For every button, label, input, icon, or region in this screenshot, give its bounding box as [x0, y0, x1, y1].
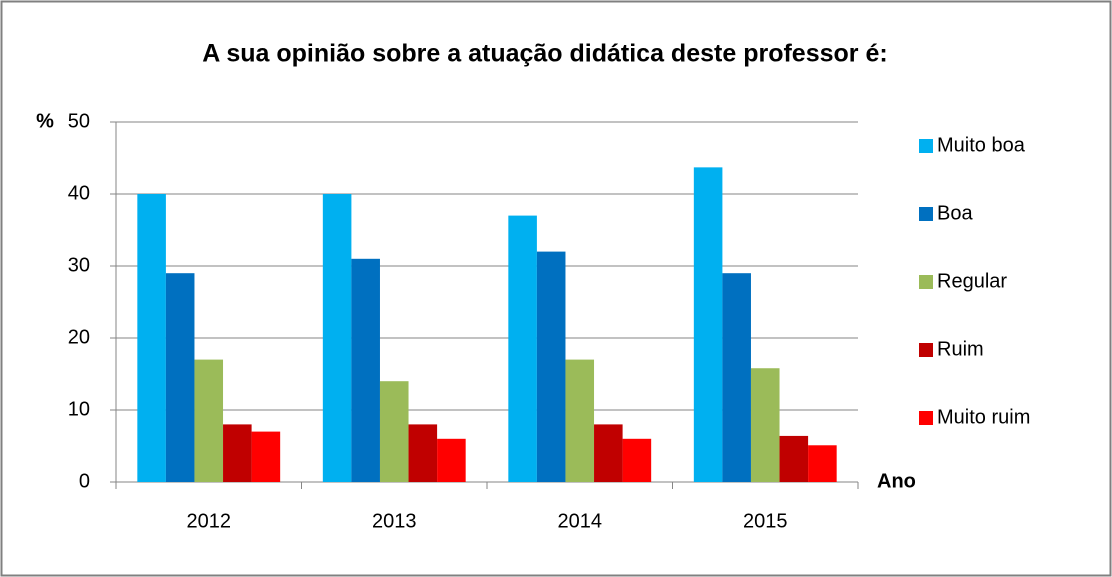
x-axis-label: Ano [877, 470, 916, 492]
legend-label: Boa [937, 202, 973, 224]
legend-label: Regular [937, 270, 1007, 292]
bar [379, 381, 409, 482]
legend-swatch [919, 275, 933, 289]
legend-swatch [919, 343, 933, 357]
bar [194, 359, 224, 482]
bar [137, 194, 166, 482]
bar [722, 273, 751, 482]
legend-swatch [919, 139, 933, 153]
y-tick-label: 0 [79, 470, 90, 492]
legend-label: Ruim [937, 338, 984, 360]
bar [750, 368, 780, 482]
bar [322, 194, 352, 482]
bar [536, 251, 566, 482]
legend-label: Muito ruim [937, 406, 1030, 428]
bar [223, 424, 252, 482]
y-tick-label: 10 [68, 398, 90, 420]
bar [565, 359, 595, 482]
y-tick-label: 30 [68, 254, 90, 276]
bar [622, 438, 652, 482]
bar [437, 438, 466, 482]
y-tick-label: 50 [68, 110, 90, 132]
x-tick-label: 2013 [372, 510, 417, 532]
bar [808, 445, 837, 482]
y-axis-label: % [36, 110, 54, 132]
y-tick-label: 40 [68, 182, 90, 204]
bar [508, 215, 537, 482]
bar [165, 273, 195, 482]
bar [251, 431, 281, 482]
chart-title: A sua opinião sobre a atuação didática d… [202, 40, 887, 68]
legend-swatch [919, 411, 933, 425]
bar [351, 258, 380, 482]
bar [779, 435, 809, 482]
y-tick-label: 20 [68, 326, 90, 348]
bar [408, 424, 438, 482]
x-tick-label: 2014 [558, 510, 603, 532]
legend-swatch [919, 207, 933, 221]
x-tick-label: 2012 [187, 510, 232, 532]
bar [594, 424, 623, 482]
legend-label: Muito boa [937, 134, 1026, 156]
bar [693, 167, 723, 483]
x-tick-label: 2015 [743, 510, 788, 532]
